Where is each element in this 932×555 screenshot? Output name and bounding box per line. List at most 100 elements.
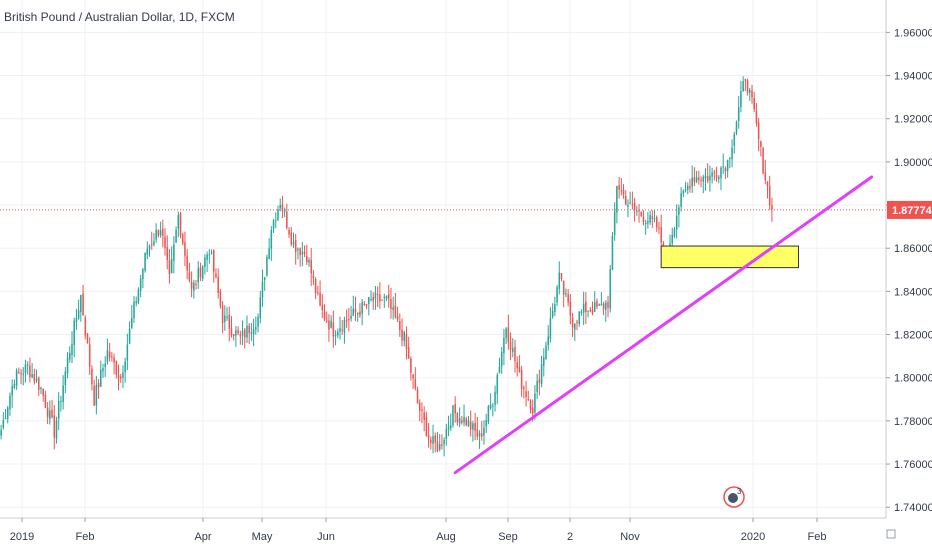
support-zone[interactable] — [660, 245, 800, 269]
candle-body — [520, 370, 523, 389]
candle-body — [330, 320, 332, 328]
candle-body — [73, 320, 75, 345]
candle-body — [277, 209, 279, 221]
candle-body — [700, 179, 702, 181]
candle-body — [724, 168, 727, 172]
candle-body — [693, 177, 696, 183]
candle-body — [410, 358, 412, 373]
candle-body — [197, 268, 200, 283]
candle-body — [456, 413, 459, 423]
candle-body — [443, 439, 445, 445]
candle-body — [168, 260, 171, 275]
candle-body — [631, 204, 634, 206]
candle-body — [221, 306, 224, 323]
y-tick-label: 1.86000 — [894, 243, 932, 255]
candle-body — [44, 394, 47, 408]
candle-body — [689, 186, 691, 189]
candle-body — [605, 302, 607, 310]
candle-body — [356, 312, 359, 315]
candle-body — [9, 395, 11, 410]
candle-body — [704, 175, 707, 179]
candle-body — [206, 254, 208, 260]
candle-body — [250, 332, 253, 334]
candle-body — [642, 216, 645, 223]
candle-body — [111, 356, 113, 358]
candle-body — [629, 202, 631, 204]
candle-body — [137, 289, 140, 303]
candle-body — [232, 334, 235, 336]
candle-body — [576, 321, 578, 323]
candle-body — [729, 157, 731, 159]
candle-body — [128, 328, 131, 344]
settings-corner-icon[interactable] — [886, 529, 896, 539]
candle-body — [525, 391, 527, 397]
candle-body — [257, 316, 259, 327]
candle-body — [412, 374, 414, 379]
candle-body — [113, 357, 115, 363]
candle-body — [348, 318, 350, 320]
candle-body — [394, 305, 397, 318]
candle-body — [744, 79, 747, 81]
candle-body — [354, 308, 357, 313]
candle-body — [6, 407, 9, 420]
candle-body — [91, 368, 93, 385]
candle-body — [51, 409, 53, 418]
candle-body — [312, 275, 315, 279]
candle-body — [580, 311, 583, 314]
candle-body — [274, 220, 277, 222]
candle-body — [607, 301, 609, 308]
candle-body — [516, 362, 518, 369]
x-tick-label: Sep — [498, 531, 518, 543]
candle-body — [585, 301, 587, 313]
candle-body — [418, 402, 421, 411]
candle-body — [314, 279, 317, 294]
candle-body — [673, 229, 676, 237]
candle-body — [618, 185, 620, 190]
candle-body — [587, 310, 589, 312]
candle-body — [100, 369, 102, 387]
candle-body — [184, 242, 186, 256]
candle-body — [746, 80, 749, 93]
candle-body — [179, 213, 182, 236]
candle-body — [695, 177, 698, 182]
candle-body — [425, 417, 428, 437]
candle-body — [226, 316, 228, 318]
candle-body — [60, 400, 62, 402]
trendline[interactable] — [453, 175, 874, 475]
candle-body — [350, 315, 352, 319]
candle-body — [379, 294, 381, 302]
candle-body — [288, 229, 290, 235]
candle-body — [627, 204, 629, 207]
candle-body — [469, 421, 472, 430]
y-tick-label: 1.96000 — [894, 27, 932, 39]
candle-body — [341, 329, 343, 331]
candle-body — [551, 310, 554, 317]
candle-body — [148, 245, 151, 249]
candle-body — [150, 244, 153, 246]
candle-body — [556, 287, 558, 303]
candle-body — [217, 276, 219, 293]
candle-body — [582, 303, 585, 313]
candle-body — [68, 352, 71, 360]
y-tick-label: 1.84000 — [894, 286, 932, 298]
event-badge-count: 3 — [737, 487, 742, 496]
candle-body — [702, 176, 705, 182]
candle-body — [726, 160, 729, 171]
x-tick-label: Nov — [620, 531, 640, 543]
candle-body — [104, 363, 106, 367]
candle-body — [613, 211, 616, 236]
candle-body — [162, 228, 164, 237]
candle-body — [598, 304, 600, 306]
candle-body — [554, 304, 556, 312]
candle-body — [95, 384, 98, 406]
candle-body — [310, 259, 312, 274]
candle-body — [321, 304, 324, 311]
candle-body — [376, 294, 379, 296]
candle-body — [624, 195, 627, 205]
candle-body — [166, 247, 169, 261]
candle-body — [434, 435, 437, 443]
candle-body — [658, 227, 660, 229]
candle-body — [476, 429, 479, 437]
